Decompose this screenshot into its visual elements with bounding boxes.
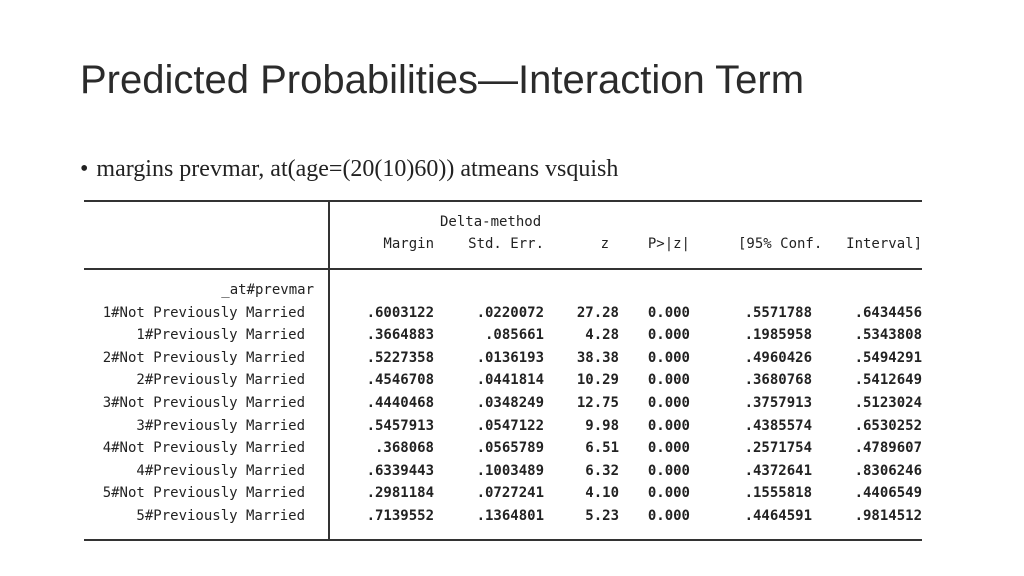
cell-margin: .7139552 <box>366 507 434 524</box>
cell-p-value: 0.000 <box>647 440 690 457</box>
cell-conf-high: .5343808 <box>854 327 922 344</box>
cell-z: 6.32 <box>585 462 619 479</box>
cell-conf-low: .1985958 <box>744 327 812 344</box>
cell-conf-high: .6434456 <box>854 304 922 321</box>
column-header-std-err: Std. Err. <box>468 236 544 252</box>
row-label: 5#Previously Married <box>136 507 305 524</box>
row-label: 2#Not Previously Married <box>102 349 305 366</box>
row-label: 3#Previously Married <box>136 417 305 434</box>
cell-p-value: 0.000 <box>647 304 690 321</box>
cell-p-value: 0.000 <box>647 485 690 502</box>
column-header-margin: Margin <box>383 236 434 252</box>
cell-p-value: 0.000 <box>647 462 690 479</box>
cell-std-err: .0348249 <box>476 394 544 411</box>
cell-conf-high: .9814512 <box>854 507 922 524</box>
cell-p-value: 0.000 <box>647 372 690 389</box>
cell-margin: .5457913 <box>366 417 434 434</box>
cell-conf-high: .4406549 <box>854 485 922 502</box>
cell-conf-high: .8306246 <box>854 462 922 479</box>
cell-std-err: .0547122 <box>476 417 544 434</box>
cell-std-err: .0441814 <box>476 372 544 389</box>
slide-title: Predicted Probabilities—Interaction Term <box>80 58 805 102</box>
cell-conf-low: .3757913 <box>744 394 812 411</box>
cell-std-err: .085661 <box>484 327 544 344</box>
cell-conf-high: .5412649 <box>854 372 922 389</box>
row-label: 2#Previously Married <box>136 372 305 389</box>
results-table: Delta-method Margin Std. Err. z P>|z| [9… <box>84 200 922 541</box>
cell-std-err: .1003489 <box>476 462 544 479</box>
table-bottom-rule <box>84 539 922 541</box>
cell-conf-high: .4789607 <box>854 440 922 457</box>
cell-conf-low: .4464591 <box>744 507 812 524</box>
row-label: 1#Previously Married <box>136 327 305 344</box>
cell-std-err: .0220072 <box>476 304 544 321</box>
cell-conf-low: .4385574 <box>744 417 812 434</box>
cell-p-value: 0.000 <box>647 394 690 411</box>
cell-z: 27.28 <box>576 304 619 321</box>
row-label: 5#Not Previously Married <box>102 485 305 502</box>
cell-conf-low: .2571754 <box>744 440 812 457</box>
column-header-conf-high: Interval] <box>846 236 922 252</box>
header-delta-method: Delta-method <box>440 214 542 230</box>
cell-std-err: .0136193 <box>476 349 544 366</box>
cell-z: 38.38 <box>576 349 619 366</box>
cell-margin: .6339443 <box>366 462 434 479</box>
cell-z: 6.51 <box>585 440 619 457</box>
cell-conf-low: .3680768 <box>744 372 812 389</box>
bullet-command-text: margins prevmar, at(age=(20(10)60)) atme… <box>96 156 619 182</box>
column-header-p-value: P>|z| <box>647 236 690 252</box>
cell-margin: .2981184 <box>366 485 434 502</box>
cell-z: 4.10 <box>585 485 619 502</box>
cell-z: 10.29 <box>576 372 619 389</box>
cell-margin: .4546708 <box>366 372 434 389</box>
row-label: 3#Not Previously Married <box>102 394 305 411</box>
table-top-rule <box>84 200 922 202</box>
cell-margin: .5227358 <box>366 349 434 366</box>
cell-margin: .6003122 <box>366 304 434 321</box>
cell-p-value: 0.000 <box>647 507 690 524</box>
cell-conf-low: .1555818 <box>744 485 812 502</box>
cell-conf-low: .4960426 <box>744 349 812 366</box>
cell-conf-high: .6530252 <box>854 417 922 434</box>
cell-conf-low: .5571788 <box>744 304 812 321</box>
row-label: 4#Previously Married <box>136 462 305 479</box>
cell-p-value: 0.000 <box>647 417 690 434</box>
cell-z: 5.23 <box>585 507 619 524</box>
column-header-z: z <box>600 236 609 252</box>
cell-p-value: 0.000 <box>647 327 690 344</box>
cell-conf-high: .5123024 <box>854 394 922 411</box>
row-label: 4#Not Previously Married <box>102 440 305 457</box>
cell-z: 12.75 <box>576 394 619 411</box>
cell-std-err: .0727241 <box>476 485 544 502</box>
cell-margin: .368068 <box>374 440 434 457</box>
row-label: 1#Not Previously Married <box>102 304 305 321</box>
cell-z: 9.98 <box>585 417 619 434</box>
bullet-item: • margins prevmar, at(age=(20(10)60)) atm… <box>80 156 618 183</box>
cell-conf-high: .5494291 <box>854 349 922 366</box>
bullet-symbol: • <box>80 156 89 182</box>
cell-std-err: .0565789 <box>476 440 544 457</box>
cell-std-err: .1364801 <box>476 507 544 524</box>
cell-p-value: 0.000 <box>647 349 690 366</box>
cell-conf-low: .4372641 <box>744 462 812 479</box>
table-divider-rule <box>328 200 330 540</box>
cell-margin: .3664883 <box>366 327 434 344</box>
row-group-label: _at#prevmar <box>221 282 314 298</box>
cell-z: 4.28 <box>585 327 619 344</box>
column-header-conf-low: [95% Conf. <box>738 236 823 252</box>
table-header-rule <box>84 268 922 270</box>
cell-margin: .4440468 <box>366 394 434 411</box>
